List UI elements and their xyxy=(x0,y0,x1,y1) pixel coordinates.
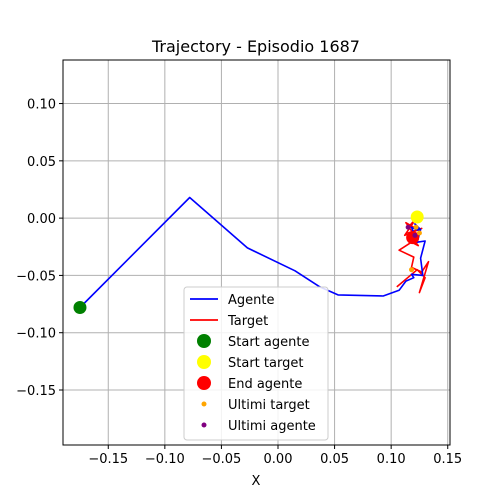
legend: Agente Target Start agente Start target End … xyxy=(183,286,329,441)
legend-item: Ultimi agente xyxy=(201,419,316,434)
point-ultimi-agente xyxy=(412,232,418,238)
point-ultimi-target xyxy=(409,267,415,273)
legend-box xyxy=(183,286,329,441)
point-ultimi-target xyxy=(413,224,419,230)
x-axis-label: X xyxy=(252,474,261,489)
x-tick-label: −0.05 xyxy=(201,452,241,467)
legend-dot-swatch xyxy=(201,401,207,407)
plot-frame xyxy=(62,59,451,446)
point-ultimi-agente xyxy=(405,224,411,230)
marker-start-target xyxy=(410,210,424,224)
legend-label: Ultimi agente xyxy=(228,419,316,434)
x-axis: −0.15 −0.10 −0.05 0.00 0.05 0.10 0.15 xyxy=(88,445,462,467)
chart-title: Trajectory - Episodio 1687 xyxy=(151,37,360,56)
x-tick-label: −0.15 xyxy=(88,452,128,467)
legend-item: End agente xyxy=(197,376,302,392)
legend-item: Start target xyxy=(197,355,303,371)
legend-label: Ultimi target xyxy=(228,398,310,413)
x-tick-label: 0.15 xyxy=(433,452,462,467)
marker-layer xyxy=(73,210,424,314)
y-tick-label: −0.15 xyxy=(16,384,56,399)
x-tick-label: 0.10 xyxy=(377,452,406,467)
y-tick-label: 0.05 xyxy=(27,155,56,170)
legend-marker-swatch xyxy=(197,355,211,369)
y-tick-label: −0.10 xyxy=(16,327,56,342)
legend-marker-swatch xyxy=(197,376,211,390)
x-tick-label: 0.05 xyxy=(320,452,349,467)
legend-item: Ultimi target xyxy=(201,398,310,413)
marker-start-agente xyxy=(73,301,87,314)
legend-item: Target xyxy=(190,314,268,329)
y-tick-label: 0.00 xyxy=(27,212,56,227)
point-ultimi-target xyxy=(416,230,422,236)
legend-label: End agente xyxy=(228,377,302,392)
legend-item: Start agente xyxy=(197,334,309,350)
legend-label: Agente xyxy=(228,293,274,308)
x-tick-label: −0.10 xyxy=(145,452,185,467)
legend-item: Agente xyxy=(190,293,274,308)
y-axis: 0.10 0.05 0.00 −0.05 −0.10 −0.15 xyxy=(16,98,63,399)
legend-label: Target xyxy=(227,314,268,329)
y-tick-label: 0.10 xyxy=(27,98,56,113)
legend-label: Start target xyxy=(228,356,303,371)
x-tick-label: 0.00 xyxy=(264,452,293,467)
legend-dot-swatch xyxy=(201,422,207,428)
legend-marker-swatch xyxy=(197,334,211,348)
y-tick-label: −0.05 xyxy=(16,269,56,284)
legend-label: Start agente xyxy=(228,335,309,350)
